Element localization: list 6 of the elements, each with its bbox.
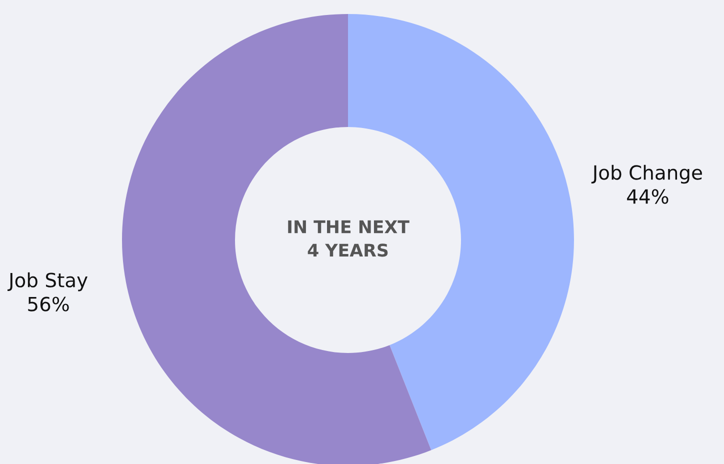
slice-label: Job Stay [8,272,88,292]
data-label: 56% [28,296,69,312]
donut-slice [122,14,432,464]
slice-label: Job Change [591,164,702,184]
text: IN THE NEXT 4 YEARS [288,220,410,257]
data-label: 44% [627,189,668,204]
